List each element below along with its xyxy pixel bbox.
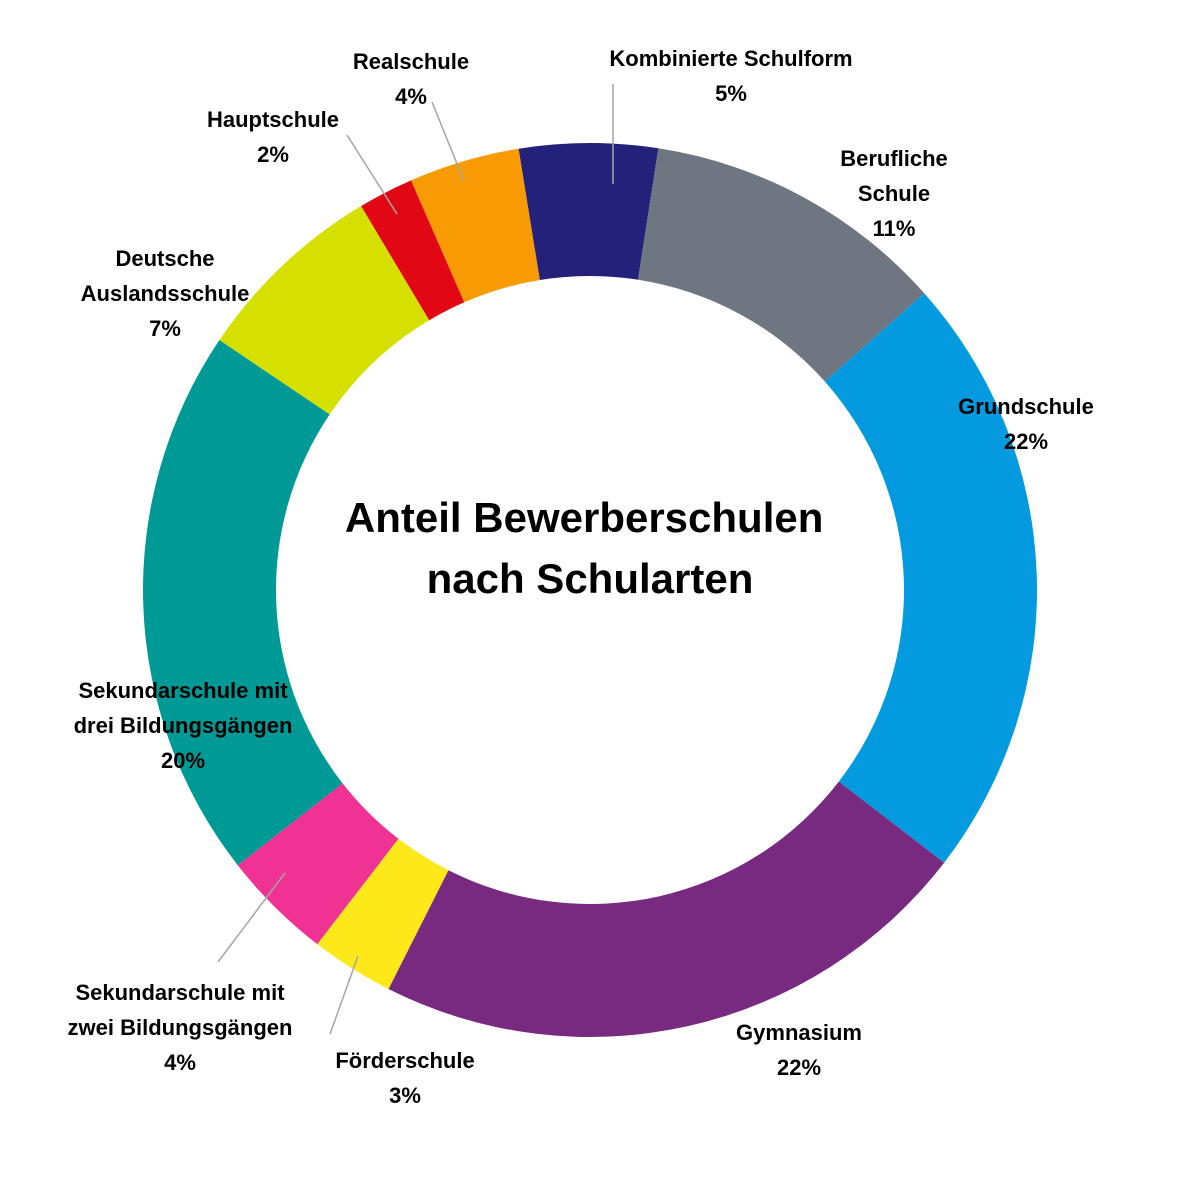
slice-label-2: Grundschule 22% [958,394,1094,454]
slice-name-8: Hauptschule [207,107,339,132]
slice-3 [388,781,945,1037]
slice-6 [143,340,343,866]
slice-label-4: Förderschule 3% [335,1048,474,1108]
slice-percent-3: 22% [777,1055,821,1080]
slice-name-4: Förderschule [335,1048,474,1073]
slice-label-5: Sekundarschule mit zwei Bildungsgängen 4% [68,980,293,1075]
slice-percent-5: 4% [164,1050,196,1075]
slice-percent-9: 4% [395,84,427,109]
slice-name-7: Auslandsschule [81,281,250,306]
slice-label-0: Kombinierte Schulform 5% [609,46,852,106]
slice-percent-0: 5% [715,81,747,106]
slice-name-0: Kombinierte Schulform [609,46,852,71]
leader-line-9 [431,101,465,182]
chart-title: Anteil Bewerberschulen nach Schularten [345,494,835,602]
slice-7 [219,206,430,415]
leader-line-8 [346,134,398,215]
slice-percent-2: 22% [1004,429,1048,454]
slice-percent-1: 11% [873,216,916,241]
slice-label-6: Sekundarschule mit drei Bildungsgängen 20% [74,678,293,773]
leader-line-5 [217,872,286,963]
slice-0 [518,143,659,281]
chart-title-line-1: Anteil Bewerberschulen [345,494,823,541]
slice-name-1: Schule [858,181,930,206]
slice-label-8: Hauptschule 2% [207,107,339,167]
slice-name-3: Gymnasium [736,1020,862,1045]
slice-percent-4: 3% [389,1083,421,1108]
slice-5 [237,783,399,945]
slice-percent-6: 20% [161,748,205,773]
slice-percent-7: 7% [149,316,181,341]
slice-2 [824,293,1037,863]
slice-label-1: Berufliche Schule 11% [840,146,948,241]
slice-name-6: drei Bildungsgängen [74,713,293,738]
slice-1 [638,148,925,382]
slice-percent-8: 2% [257,142,289,167]
slice-8 [361,180,465,321]
slice-4 [317,838,449,989]
leader-line-4 [329,955,359,1035]
slice-name-9: Realschule [353,49,469,74]
slice-name-7: Deutsche [115,246,214,271]
slice-name-1: Berufliche [840,146,948,171]
slice-label-7: Deutsche Auslandsschule 7% [81,246,250,341]
chart-labels: Kombinierte Schulform 5% Berufliche Schule 1… [68,46,1094,1108]
chart-slices [143,143,1037,1037]
slice-name-5: Sekundarschule mit [75,980,285,1005]
slice-label-3: Gymnasium 22% [736,1020,862,1080]
slice-name-5: zwei Bildungsgängen [68,1015,293,1040]
slice-9 [411,148,540,303]
chart-leader-lines [217,84,614,1035]
chart-title-line-2: nach Schularten [427,555,754,602]
slice-name-2: Grundschule [958,394,1094,419]
slice-label-9: Realschule 4% [353,49,469,109]
slice-name-6: Sekundarschule mit [78,678,288,703]
